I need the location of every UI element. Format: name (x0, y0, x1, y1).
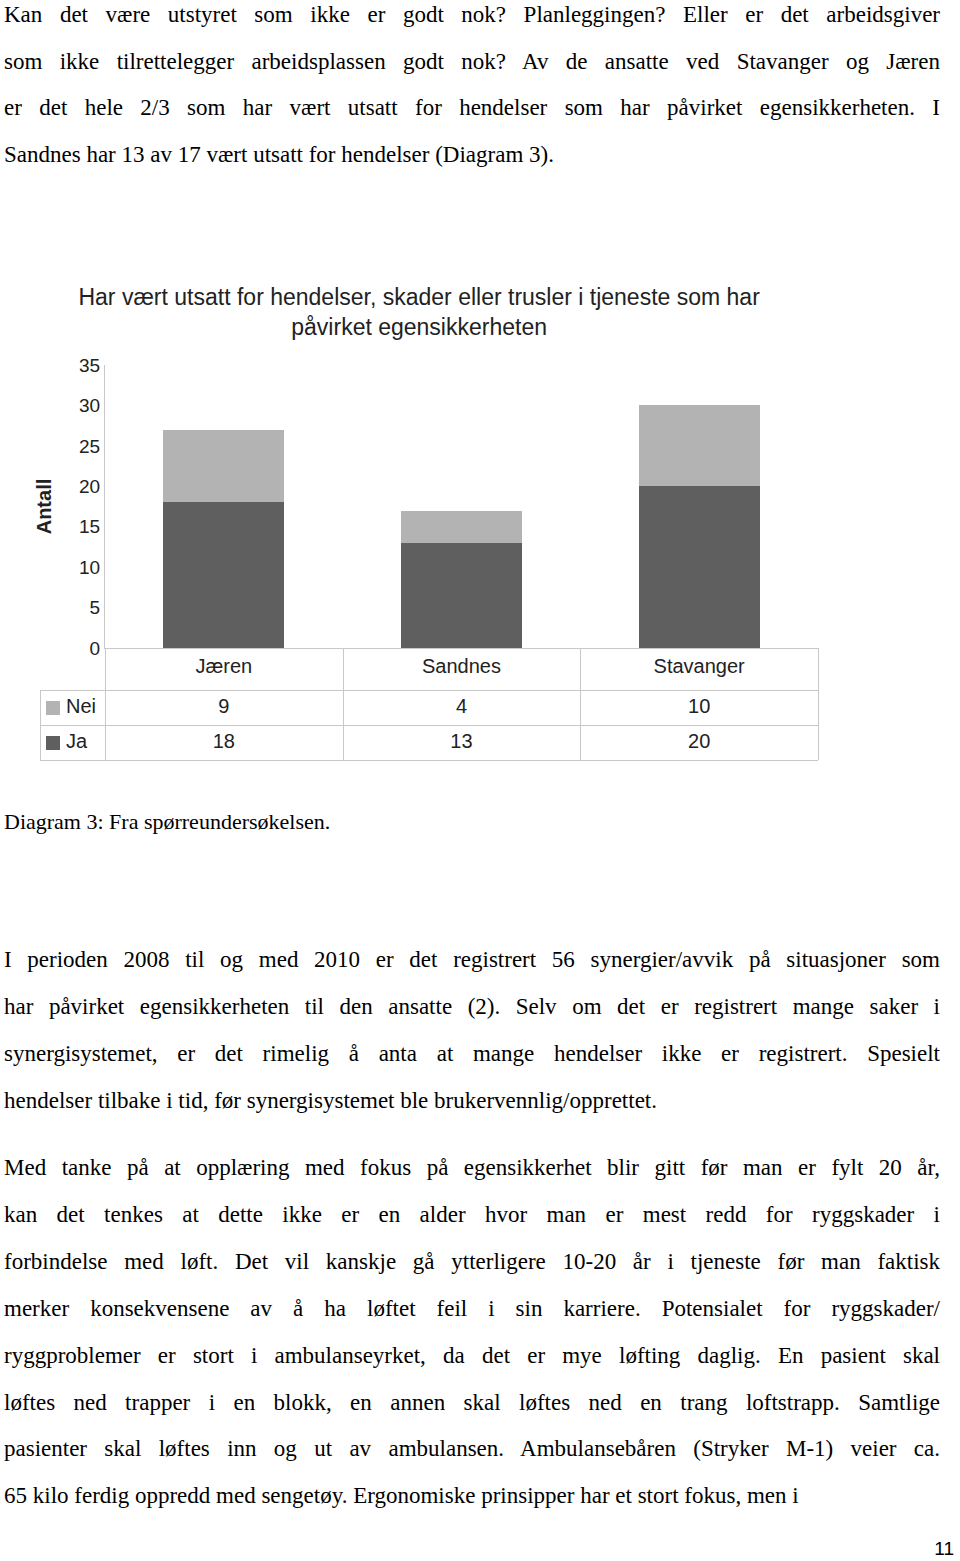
svg-text:35: 35 (79, 355, 100, 376)
svg-text:20: 20 (79, 476, 100, 497)
html-text:hendelser tilbake i tid, før s: hendelser tilbake i tid, før synergisyst… (4, 1087, 657, 1113)
svg-text:25: 25 (79, 436, 100, 457)
html-text:65 kilo ferdig oppredd med sen: 65 kilo ferdig oppredd med sengetøy. Erg… (4, 1483, 799, 1509)
html-text:Ja: Ja (66, 730, 88, 752)
html-text:Diagram 3: Fra spørreundersøke: Diagram 3: Fra spørreundersøkelsen. (4, 809, 331, 834)
html-text:ryggproblemer er stort i ambul: ryggproblemer er stort i ambulanseyrket,… (4, 1342, 940, 1368)
html-text:10: 10 (688, 695, 711, 717)
html-text:11: 11 (934, 1538, 954, 1559)
html-text:18: 18 (212, 730, 235, 752)
html-text:9: 9 (218, 695, 230, 717)
html-text:pasienter skal løftes inn og u: pasienter skal løftes inn og ut av ambul… (4, 1436, 940, 1462)
svg-text:Sandnes: Sandnes (422, 655, 501, 677)
html-text:4: 4 (455, 695, 467, 717)
html-text:20: 20 (688, 730, 711, 752)
svg-text:Stavanger: Stavanger (654, 655, 746, 677)
html-text:13: 13 (450, 730, 473, 752)
html-text:forbindelse med løft. Det vil: forbindelse med løft. Det vil kanskje gå… (4, 1248, 940, 1274)
html-text:Med tanke på at opplæring med: Med tanke på at opplæring med fokus på e… (4, 1155, 940, 1180)
html-text:Nei: Nei (66, 695, 96, 717)
svg-text:15: 15 (79, 516, 100, 537)
html-text:merker konsekvensene av å ha l: merker konsekvensene av å ha løftet feil… (4, 1295, 940, 1321)
html-text:kan det tenkes at dette ikke e: kan det tenkes at dette ikke er en alder… (4, 1201, 940, 1227)
html-text:Kan det være utstyret som ikke: Kan det være utstyret som ikke er godt n… (4, 2, 940, 27)
svg-text:Jæren: Jæren (195, 655, 252, 677)
html-text:Sandnes har 13 av 17 vært utsa: Sandnes har 13 av 17 vært utsatt for hen… (4, 142, 554, 168)
html-text:er det hele 2/3 som har vært u: er det hele 2/3 som har vært utsatt for … (4, 95, 940, 121)
svg-text:10: 10 (79, 557, 100, 578)
html-text:som ikke tilrettelegger arbeid: som ikke tilrettelegger arbeidsplassen g… (4, 48, 940, 74)
html-text:har påvirket egensikkerheten t: har påvirket egensikkerheten til den ans… (4, 993, 940, 1019)
svg-text:0: 0 (90, 638, 101, 659)
svg-text:5: 5 (90, 597, 101, 618)
html-text:I perioden 2008 til og med 201: I perioden 2008 til og med 2010 er det r… (4, 947, 940, 972)
svg-text:Har vært utsatt for hendelser,: Har vært utsatt for hendelser, skader el… (78, 284, 760, 340)
svg-text:30: 30 (79, 395, 100, 416)
html-text:synergisystemet, er det rimeli: synergisystemet, er det rimelig å anta a… (4, 1040, 940, 1066)
svg-text:Antall: Antall (33, 479, 55, 535)
html-text:løftes ned trapper i en blokk,: løftes ned trapper i en blokk, en annen … (4, 1389, 940, 1415)
